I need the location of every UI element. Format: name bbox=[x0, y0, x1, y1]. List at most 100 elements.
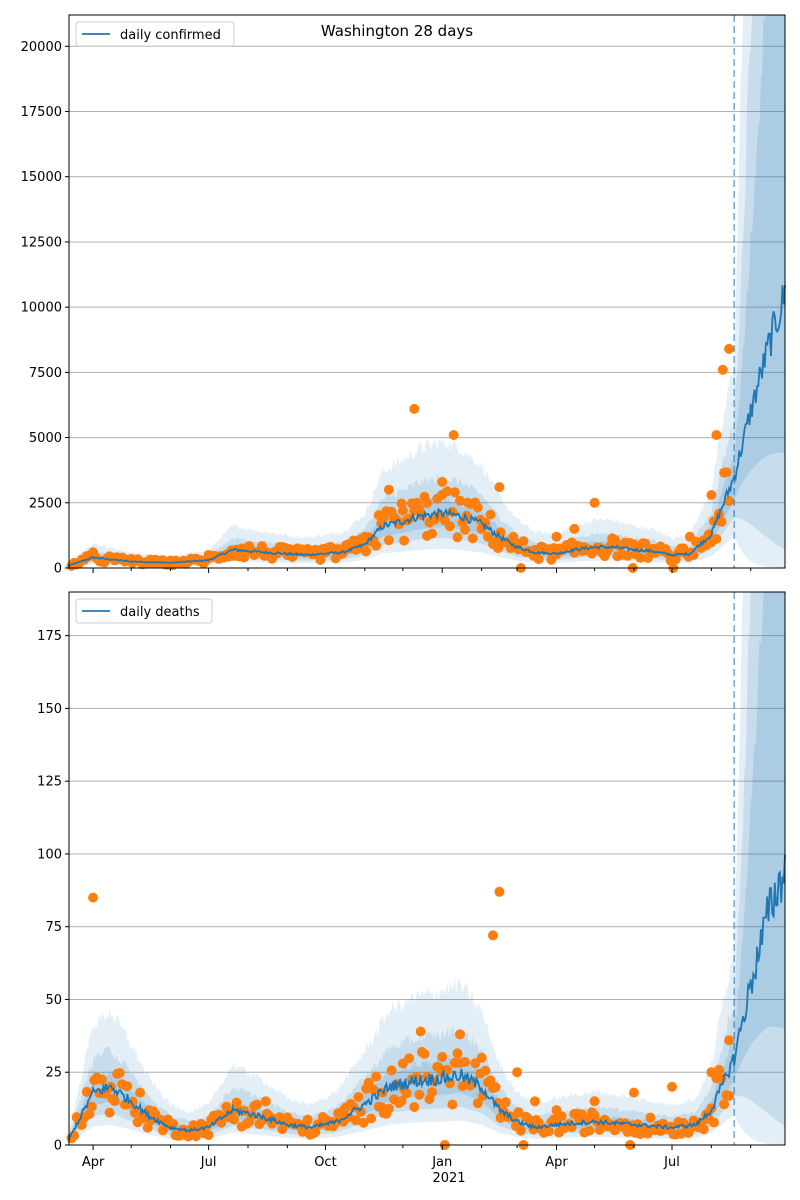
confirmed-legend-label: daily confirmed bbox=[120, 28, 221, 43]
deaths-xtick-label-3: Jan bbox=[431, 1155, 452, 1170]
confirmed-point-173 bbox=[427, 528, 438, 539]
deaths-point-15 bbox=[494, 886, 505, 897]
confirmed-gridlines bbox=[69, 45, 785, 569]
deaths-ytick-label-5: 125 bbox=[37, 775, 62, 790]
deaths-point-279 bbox=[714, 1064, 724, 1075]
confirmed-point-13 bbox=[448, 430, 459, 440]
confirmed-point-12 bbox=[437, 476, 448, 487]
deaths-point-201 bbox=[515, 1125, 526, 1136]
confirmed-point-151 bbox=[371, 540, 382, 551]
deaths-point-0 bbox=[88, 892, 99, 903]
deaths-point-137 bbox=[353, 1092, 364, 1102]
deaths-point-136 bbox=[350, 1115, 361, 1126]
confirmed-point-10 bbox=[409, 403, 420, 414]
deaths-xtick-label-4: Apr bbox=[545, 1155, 568, 1170]
deaths-point-150 bbox=[386, 1065, 397, 1076]
confirmed-point-20 bbox=[569, 523, 580, 534]
confirmed-ytick-label-5: 12500 bbox=[21, 235, 62, 250]
confirmed-point-182 bbox=[449, 487, 460, 498]
deaths-point-170 bbox=[437, 1051, 448, 1062]
confirmed-point-162 bbox=[399, 535, 410, 546]
deaths-point-120 bbox=[310, 1127, 321, 1138]
deaths-point-179 bbox=[460, 1056, 471, 1067]
deaths-point-163 bbox=[419, 1049, 430, 1059]
deaths-legend: daily deaths bbox=[75, 598, 213, 624]
deaths-point-48 bbox=[127, 1096, 138, 1107]
confirmed-point-170 bbox=[419, 491, 430, 502]
deaths-line bbox=[68, 854, 786, 1140]
deaths-ytick-label-6: 150 bbox=[37, 702, 62, 717]
deaths-panel: 0 25 50 75 100 125 150 175 Apr Jul Oct Jan Apr Jul 2… bbox=[37, 591, 786, 1186]
deaths-xtick-label-0: Apr bbox=[82, 1155, 105, 1170]
deaths-xtick-label-1: Jul bbox=[200, 1155, 217, 1170]
deaths-point-43 bbox=[114, 1068, 125, 1078]
confirmed-uncertainty-bands bbox=[69, 15, 785, 568]
confirmed-x-ticks bbox=[92, 568, 752, 573]
deaths-ytick-label-1: 25 bbox=[45, 1066, 62, 1081]
deaths-point-51 bbox=[135, 1087, 146, 1098]
confirmed-point-287 bbox=[716, 516, 727, 527]
deaths-point-10 bbox=[415, 1026, 426, 1037]
deaths-point-176 bbox=[452, 1048, 463, 1059]
confirmed-legend-box bbox=[75, 21, 235, 47]
confirmed-ytick-label-6: 15000 bbox=[21, 170, 62, 185]
deaths-point-139 bbox=[358, 1117, 369, 1128]
confirmed-ytick-label-2: 5000 bbox=[29, 431, 62, 446]
confirmed-point-30 bbox=[724, 343, 735, 354]
deaths-point-144 bbox=[371, 1071, 382, 1082]
deaths-point-157 bbox=[404, 1053, 415, 1064]
deaths-point-14 bbox=[488, 930, 498, 941]
confirmed-point-161 bbox=[396, 498, 407, 509]
deaths-point-17 bbox=[529, 1096, 540, 1107]
deaths-point-46 bbox=[122, 1081, 133, 1092]
deaths-point-161 bbox=[414, 1089, 425, 1100]
confirmed-point-195 bbox=[482, 531, 493, 542]
confirmed-point-21 bbox=[589, 497, 600, 508]
deaths-uncertainty-bands bbox=[69, 592, 785, 1145]
deaths-point-189 bbox=[485, 1075, 496, 1086]
confirmed-axes-frame bbox=[68, 14, 786, 569]
deaths-point-85 bbox=[221, 1101, 232, 1112]
confirmed-point-180 bbox=[444, 521, 455, 532]
confirmed-point-215 bbox=[533, 554, 544, 565]
deaths-point-277 bbox=[708, 1117, 719, 1128]
confirmed-legend: daily confirmed bbox=[75, 21, 235, 47]
deaths-point-174 bbox=[447, 1099, 458, 1110]
confirmed-point-138 bbox=[338, 548, 349, 559]
deaths-ytick-label-7: 175 bbox=[37, 629, 62, 644]
deaths-xtick-label-2: Oct bbox=[314, 1155, 336, 1170]
confirmed-ytick-label-3: 7500 bbox=[29, 366, 62, 381]
deaths-band-1 bbox=[69, 592, 785, 1142]
confirmed-point-184 bbox=[455, 495, 465, 506]
confirmed-point-156 bbox=[383, 535, 394, 546]
deaths-point-89 bbox=[231, 1097, 242, 1108]
deaths-point-142 bbox=[366, 1113, 377, 1124]
deaths-point-252 bbox=[645, 1112, 656, 1123]
confirmed-point-196 bbox=[485, 509, 496, 520]
confirmed-panel: 0 2500 5000 7500 10000 12500 15000 17500 20000 W… bbox=[21, 14, 786, 577]
deaths-point-149 bbox=[383, 1103, 394, 1114]
confirmed-point-191 bbox=[472, 502, 483, 513]
deaths-point-141 bbox=[363, 1077, 374, 1088]
confirmed-point-145 bbox=[356, 534, 366, 545]
deaths-point-187 bbox=[480, 1065, 491, 1076]
deaths-point-166 bbox=[427, 1087, 438, 1098]
deaths-point-156 bbox=[401, 1088, 412, 1099]
confirmed-point-289 bbox=[721, 467, 732, 478]
confirmed-point-255 bbox=[635, 552, 646, 563]
deaths-point-200 bbox=[513, 1107, 524, 1118]
confirmed-point-285 bbox=[711, 534, 722, 544]
deaths-point-41 bbox=[109, 1096, 120, 1107]
confirmed-point-27 bbox=[706, 490, 717, 500]
deaths-x-ticks: Apr Jul Oct Jan Apr Jul bbox=[82, 1145, 752, 1170]
confirmed-line bbox=[68, 284, 786, 567]
deaths-point-49 bbox=[130, 1107, 140, 1118]
confirmed-ytick-label-0: 0 bbox=[54, 562, 62, 577]
deaths-point-183 bbox=[470, 1058, 481, 1069]
confirmed-point-250 bbox=[622, 550, 633, 561]
confirmed-point-186 bbox=[460, 524, 471, 535]
deaths-point-143 bbox=[368, 1084, 379, 1095]
confirmed-point-290 bbox=[724, 496, 735, 507]
confirmed-ytick-label-4: 10000 bbox=[21, 301, 62, 316]
confirmed-point-19 bbox=[551, 531, 562, 542]
